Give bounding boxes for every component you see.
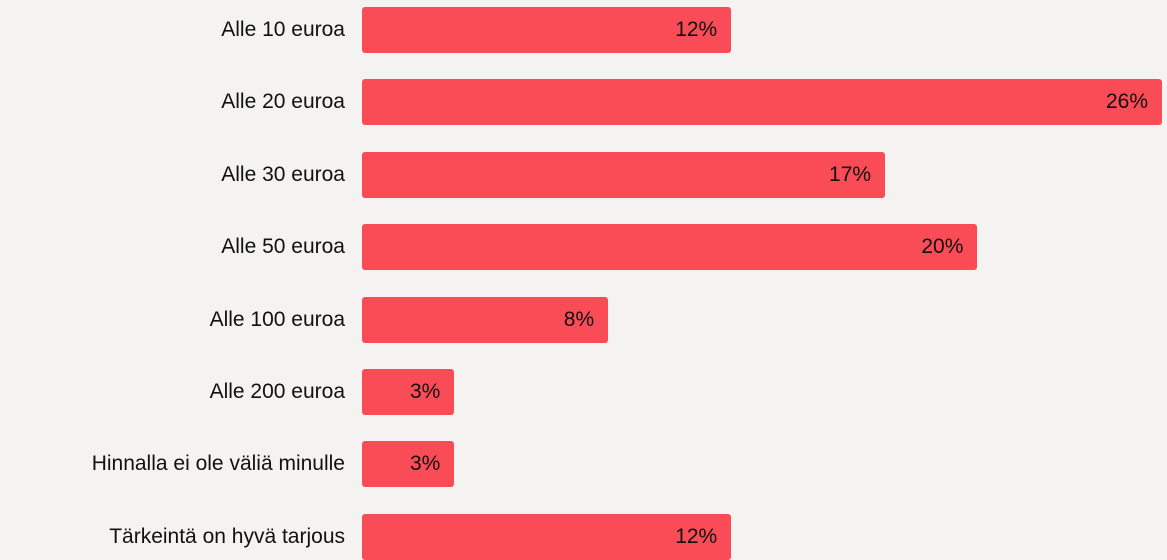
value-label: 26% [1106,90,1148,114]
bar: 8% [362,297,608,343]
bar: 12% [362,7,731,53]
category-label: Tärkeintä on hyvä tarjous [0,525,345,549]
bar-row: Alle 200 euroa 3% [0,369,1167,415]
category-label: Alle 200 euroa [0,380,345,404]
bar: 26% [362,79,1162,125]
page: Alle 10 euroa 12% Alle 20 euroa 26% Alle 30 … [0,0,1167,559]
bar-row: Alle 100 euroa 8% [0,297,1167,343]
bar: 12% [362,514,731,560]
value-label: 8% [564,308,594,332]
bar: 3% [362,369,454,415]
category-label: Alle 50 euroa [0,235,345,259]
bar-row: Alle 30 euroa 17% [0,152,1167,198]
value-label: 3% [410,452,440,476]
category-label: Alle 10 euroa [0,18,345,42]
bar: 20% [362,224,977,270]
bar-row: Tärkeintä on hyvä tarjous 12% [0,514,1167,560]
category-label: Alle 100 euroa [0,308,345,332]
bar-row: Alle 10 euroa 12% [0,7,1167,53]
bar: 3% [362,441,454,487]
value-label: 3% [410,380,440,404]
value-label: 12% [675,18,717,42]
bar-row: Alle 50 euroa 20% [0,224,1167,270]
category-label: Hinnalla ei ole väliä minulle [0,452,345,476]
value-label: 20% [921,235,963,259]
bar-row: Alle 20 euroa 26% [0,79,1167,125]
value-label: 17% [829,163,871,187]
bar: 17% [362,152,885,198]
bar-row: Hinnalla ei ole väliä minulle 3% [0,441,1167,487]
value-label: 12% [675,525,717,549]
category-label: Alle 20 euroa [0,90,345,114]
category-label: Alle 30 euroa [0,163,345,187]
